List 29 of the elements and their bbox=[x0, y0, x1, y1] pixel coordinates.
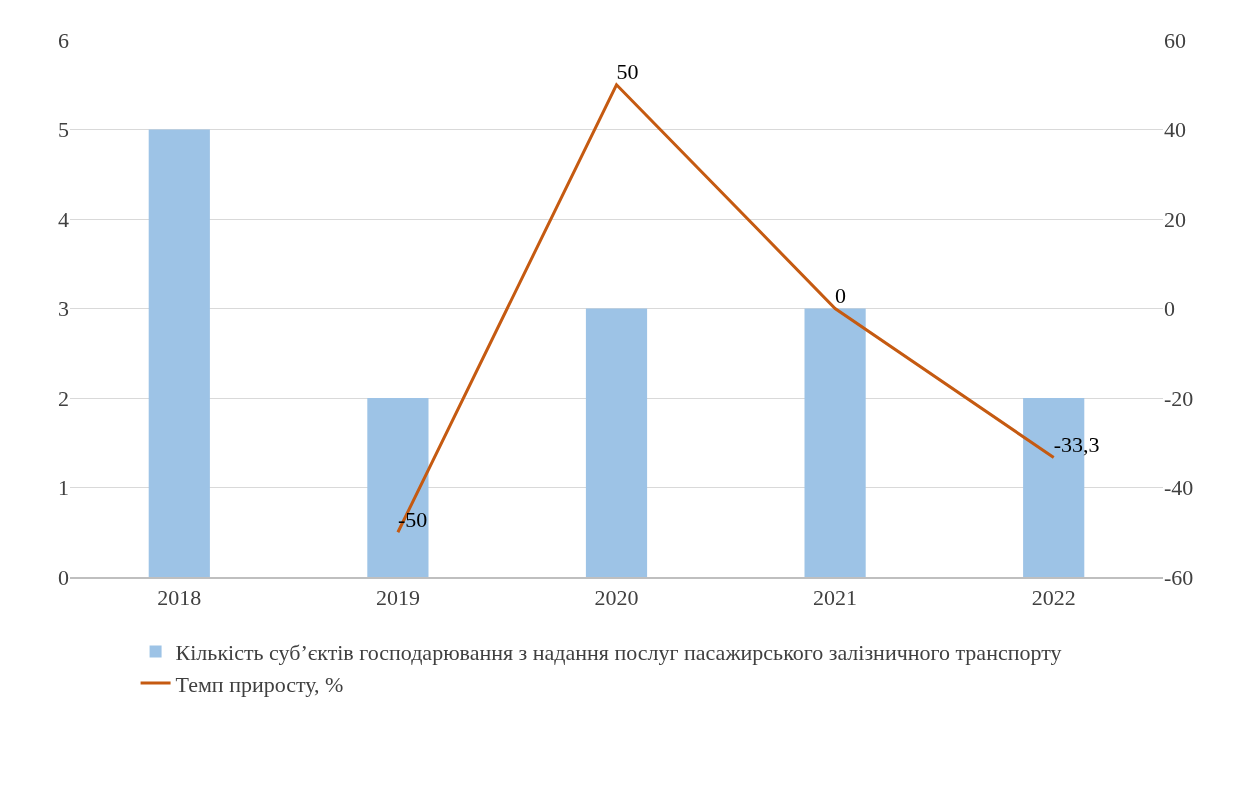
data-label: 0 bbox=[835, 283, 847, 308]
data-label: 50 bbox=[616, 59, 639, 85]
legend-label: Темп приросту, % bbox=[175, 671, 344, 697]
data-label: -33,3 bbox=[1053, 432, 1100, 458]
x-tick-label: 2019 bbox=[375, 585, 420, 611]
y-tick-label: 1 bbox=[58, 475, 69, 501]
y-tick-label: 0 bbox=[58, 564, 69, 590]
y2-tick-label: -60 bbox=[1164, 564, 1194, 590]
y2-tick-label: 60 bbox=[1164, 27, 1186, 53]
bar bbox=[148, 129, 210, 577]
bar bbox=[585, 308, 648, 577]
y-tick-label: 4 bbox=[58, 206, 69, 232]
x-tick-label: 2020 bbox=[594, 585, 639, 611]
y2-tick-label: 20 bbox=[1164, 206, 1186, 232]
y2-tick-label: 40 bbox=[1164, 117, 1186, 143]
y-tick-label: 5 bbox=[58, 117, 69, 143]
y2-tick-label: -20 bbox=[1164, 385, 1194, 411]
line-series bbox=[396, 83, 1056, 534]
y-tick-label: 3 bbox=[58, 296, 69, 322]
legend-label: Кількість суб’єктів господарювання з надання послуг пасажирського залізничного транспорту bbox=[175, 640, 1062, 666]
y-tick-label: 6 bbox=[58, 27, 69, 53]
bar bbox=[367, 398, 429, 577]
x-tick-label: 2021 bbox=[813, 585, 858, 611]
y2-tick-label: -40 bbox=[1164, 475, 1194, 501]
y2-tick-label: 0 bbox=[1164, 296, 1175, 322]
x-tick-label: 2022 bbox=[1031, 585, 1076, 611]
y-tick-label: 2 bbox=[58, 385, 69, 411]
bar bbox=[804, 308, 866, 577]
x-tick-label: 2018 bbox=[157, 585, 202, 611]
